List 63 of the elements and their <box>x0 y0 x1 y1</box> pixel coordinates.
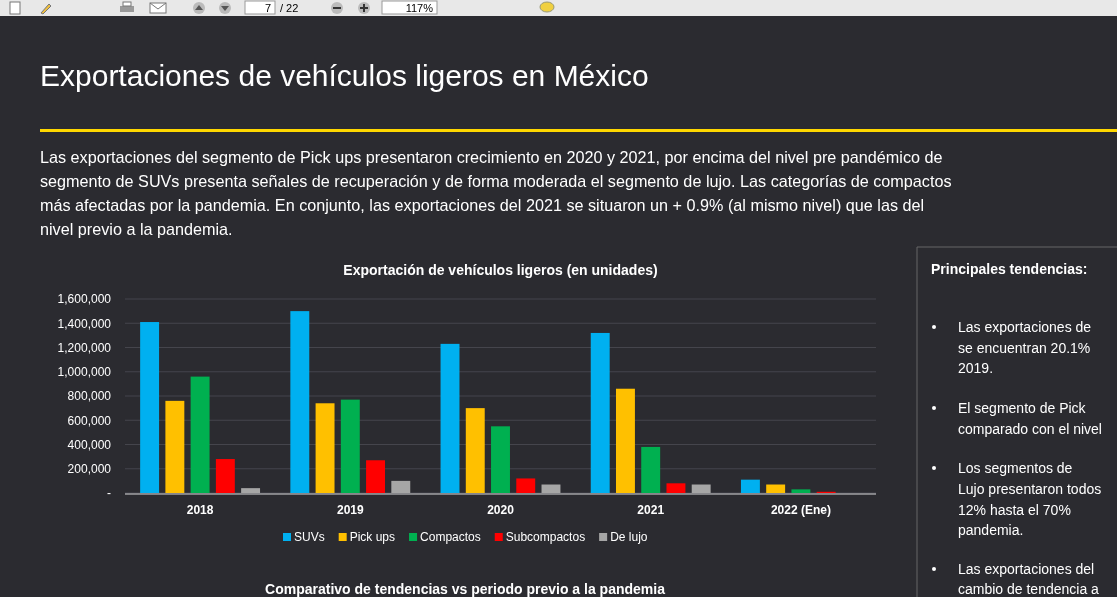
bar <box>140 322 160 493</box>
text: nivel previo a la pandemia. <box>40 220 233 238</box>
y-tick-label: - <box>107 486 111 501</box>
text: Las exportaciones del <box>958 561 1095 577</box>
y-tick-label: 1,000,000 <box>57 365 112 380</box>
bar <box>465 408 485 493</box>
text: más afectadas por la pandemia. En conjunto, las exportaciones del 2021 se situaron un + 0.9% (al mismo nivel) que las del <box>40 196 925 214</box>
bar <box>366 460 386 493</box>
bar <box>615 388 635 493</box>
bar <box>241 488 261 493</box>
text: pandemia. <box>958 522 1024 538</box>
text: se encuentran 20.1% <box>958 340 1091 356</box>
legend-label: De lujo <box>610 530 648 544</box>
y-tick-label: 1,200,000 <box>57 340 112 355</box>
y-tick-label: 600,000 <box>67 413 112 428</box>
x-tick-label: 2022 (Ene) <box>770 502 831 517</box>
text: Exportaciones de vehículos ligeros en México <box>40 59 649 92</box>
text: 2019. <box>958 360 994 376</box>
text: 12% hasta el 70% <box>958 502 1071 518</box>
y-tick-label: 200,000 <box>67 462 112 477</box>
bar <box>590 332 610 493</box>
text: Las exportaciones del segmento de Pick ups presentaron crecimiento en 2020 y 2021, por encima del nivel pre pandémico de <box>40 148 943 166</box>
bar <box>740 479 760 493</box>
bar <box>491 426 510 493</box>
y-tick-label: 1,400,000 <box>57 316 112 331</box>
bar <box>516 478 536 493</box>
bar <box>190 376 210 493</box>
bar <box>691 484 711 493</box>
y-tick-label: 400,000 <box>67 437 112 452</box>
x-tick-label: 2019 <box>336 502 364 517</box>
bar <box>290 311 310 493</box>
bar <box>766 484 786 493</box>
bar <box>340 399 360 493</box>
bar <box>440 343 460 493</box>
text: 117% <box>405 2 434 14</box>
y-tick-label: 1,600,000 <box>57 292 112 307</box>
legend-label: Pick ups <box>349 530 396 544</box>
bar <box>315 403 335 493</box>
y-tick-label: 800,000 <box>67 389 112 404</box>
text: Los segmentos de <box>958 460 1073 476</box>
bar <box>791 489 811 493</box>
bar <box>165 400 185 493</box>
text: Lujo presentaron todos <box>958 481 1102 497</box>
x-tick-label: 2018 <box>186 502 214 517</box>
text: Comparativo de tendencias vs periodo previo a la pandemia <box>265 581 666 597</box>
text: / 22 <box>280 2 299 14</box>
text: Principales tendencias: <box>931 261 1088 277</box>
legend-label: Compactos <box>420 530 481 544</box>
legend-label: Subcompactos <box>505 530 586 544</box>
text: cambio de tendencia a <box>958 581 1100 597</box>
text: comparado con el nivel <box>958 421 1102 437</box>
text: El segmento de Pick <box>958 400 1087 416</box>
text: segmento de SUVs presenta señales de recuperación y de forma moderada el segmento de lujo. Las categorías de compactos <box>40 172 952 190</box>
chart-title: Exportación de vehículos ligeros (en unidades) <box>343 262 658 278</box>
bar <box>215 459 235 493</box>
text: 7 <box>264 2 271 14</box>
x-tick-label: 2021 <box>637 502 665 517</box>
legend-label: SUVs <box>294 530 325 544</box>
text: Las exportaciones de <box>958 319 1092 335</box>
bar <box>666 483 686 493</box>
bar <box>641 446 661 493</box>
x-tick-label: 2020 <box>487 502 515 517</box>
bar <box>391 480 411 493</box>
